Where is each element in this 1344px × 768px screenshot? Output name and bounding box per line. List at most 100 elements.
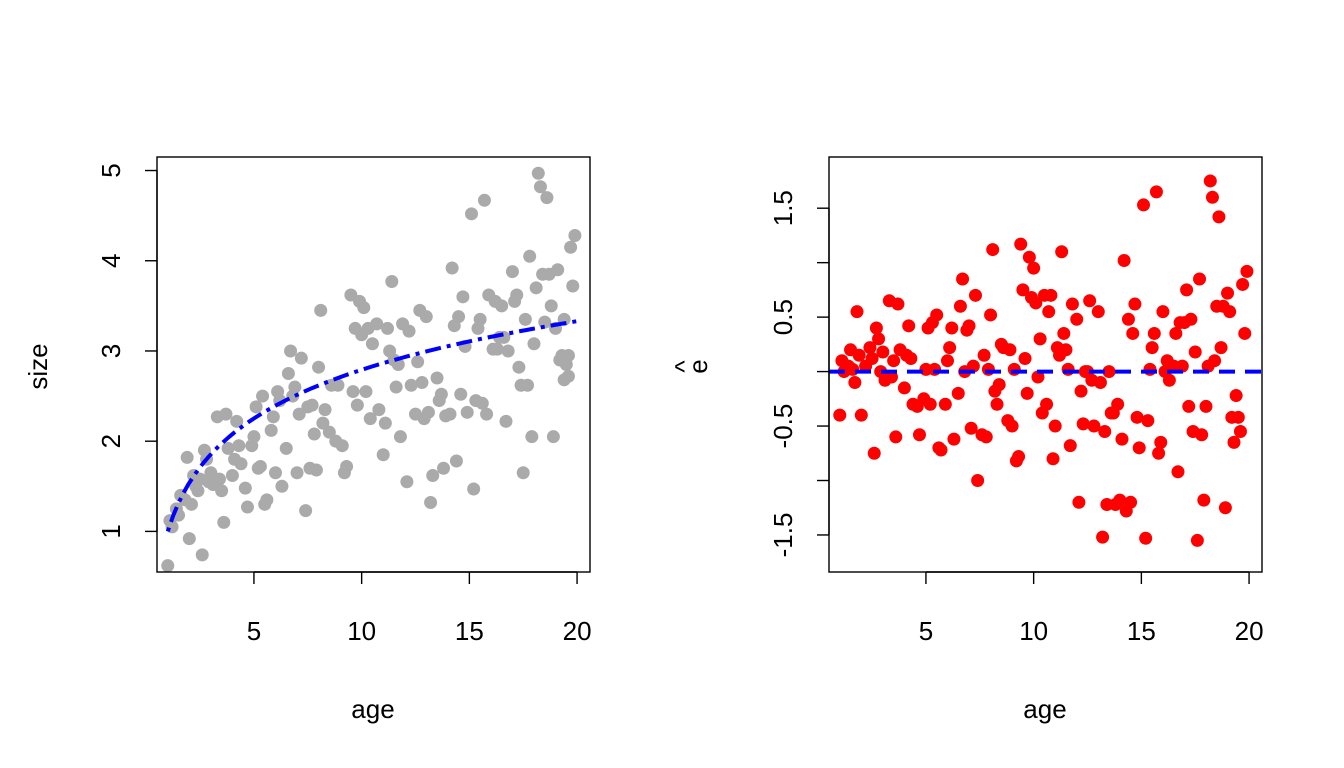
panel-1-x-tick-label-3: 20: [563, 616, 592, 646]
panel-1-point-144: [529, 281, 543, 295]
panel-2-point-118: [1115, 432, 1129, 446]
panel-2-point-129: [1141, 414, 1155, 428]
panel-1-point-169: [305, 398, 319, 412]
panel-2-point-37: [928, 362, 942, 376]
panel-1-point-138: [516, 466, 530, 480]
panel-2-point-23: [891, 297, 905, 311]
panel-2-point-152: [1190, 533, 1204, 547]
panel-2-point-6: [848, 375, 862, 389]
panel-1-point-76: [363, 412, 377, 426]
panel-2-point-173: [1236, 277, 1250, 291]
panel-2-point-151: [1188, 345, 1202, 359]
panel-1-point-102: [430, 371, 444, 385]
panel-1-y-tick-label-3: 4: [96, 254, 126, 268]
panel-1-point-0: [161, 559, 175, 573]
panel-2-point-92: [1055, 245, 1069, 259]
panel-1-point-23: [221, 441, 235, 455]
panel-1-point-160: [564, 240, 578, 254]
panel-1-point-82: [381, 321, 395, 335]
panel-1-point-107: [443, 407, 457, 421]
panel-2-x-tick-label-1: 10: [1019, 616, 1048, 646]
panel-2-point-101: [1076, 417, 1090, 431]
panel-2-point-142: [1169, 326, 1183, 340]
panel-2-point-79: [1027, 261, 1041, 275]
panel-1-point-135: [510, 288, 524, 302]
panel-1-point-49: [292, 407, 306, 421]
panel-2-point-54: [968, 288, 982, 302]
panel-1-point-34: [253, 459, 267, 473]
panel-2-point-166: [1221, 286, 1235, 300]
panel-1-point-152: [546, 430, 560, 444]
panel-2-point-64: [992, 378, 1006, 392]
panel-1-point-140: [521, 378, 535, 392]
panel-2-point-112: [1102, 365, 1116, 379]
panel-2-point-145: [1175, 359, 1189, 373]
panel-2-point-160: [1208, 354, 1222, 368]
panel-1-point-78: [370, 317, 384, 331]
panel-2-point-96: [1063, 439, 1077, 453]
panel-1-point-164: [557, 373, 571, 387]
panel-2-point-117: [1113, 493, 1127, 507]
panel-1-point-130: [497, 330, 511, 344]
panel-1-point-59: [318, 403, 332, 417]
panel-2-point-58: [979, 430, 993, 444]
panel-2-point-81: [1031, 370, 1045, 384]
panel-1-point-20: [215, 484, 229, 498]
panel-2-point-170: [1229, 389, 1243, 403]
panel-2: 5 10 15 20 age -1.5 -0.5 0.5 1.5 e^: [669, 156, 1264, 724]
panel-1-point-28: [238, 481, 252, 495]
panel-1-point-37: [260, 493, 274, 507]
panel-1-point-8: [182, 532, 196, 546]
panel-2-point-94: [1059, 343, 1073, 357]
panel-1-point-133: [505, 265, 519, 279]
panel-2-point-99: [1072, 495, 1086, 509]
panel-1-point-64: [335, 439, 349, 453]
panel-2-y-tick-label-2: -0.5: [768, 404, 798, 449]
panel-1: 5 10 15 20 age 1 2 3 4 5 size: [23, 156, 592, 724]
panel-1-point-129: [495, 299, 509, 313]
panel-1-point-2: [165, 520, 179, 534]
panel-2-point-12: [865, 352, 879, 366]
panel-2-point-77: [1022, 250, 1036, 264]
panel-2-point-149: [1184, 312, 1198, 326]
panel-1-point-101: [426, 468, 440, 482]
panel-1-point-99: [421, 405, 435, 419]
panel-2-point-11: [863, 341, 877, 355]
panel-1-point-154: [551, 263, 565, 277]
panel-2-point-75: [1018, 352, 1032, 366]
panel-2-point-68: [1003, 343, 1017, 357]
panel-2-point-60: [984, 308, 998, 322]
panel-2-point-162: [1212, 210, 1226, 224]
panel-2-point-167: [1223, 305, 1237, 319]
panel-2-point-110: [1098, 424, 1112, 438]
panel-2-point-13: [867, 446, 881, 460]
panel-1-point-38: [264, 423, 278, 437]
panel-2-point-85: [1040, 397, 1054, 411]
panel-1-point-143: [527, 337, 541, 351]
panel-2-point-148: [1182, 399, 1196, 413]
panel-2-point-130: [1143, 362, 1157, 376]
panel-1-point-161: [566, 279, 580, 293]
panel-2-point-134: [1152, 446, 1166, 460]
panel-1-point-24: [225, 468, 239, 482]
panel-2-point-147: [1180, 283, 1194, 297]
panel-2-point-72: [1012, 450, 1026, 464]
panel-1-point-121: [475, 396, 489, 410]
panel-2-y-axis-label: e: [683, 359, 713, 373]
panel-1-y-tick-label-1: 2: [96, 434, 126, 448]
panel-2-point-61: [986, 243, 1000, 257]
panel-2-point-86: [1042, 305, 1056, 319]
panel-1-point-44: [281, 367, 295, 381]
panel-2-point-31: [912, 428, 926, 442]
panel-2-point-109: [1096, 530, 1110, 544]
panel-2-x-tick-label-0: 5: [919, 616, 933, 646]
panel-2-point-121: [1121, 312, 1135, 326]
panel-1-point-54: [307, 427, 321, 441]
panel-1-point-115: [460, 405, 474, 419]
panel-2-point-133: [1149, 185, 1163, 199]
panel-2-point-132: [1147, 326, 1161, 340]
panel-1-point-43: [279, 441, 293, 455]
panel-2-point-44: [945, 321, 959, 335]
panel-2-point-52: [964, 421, 978, 435]
